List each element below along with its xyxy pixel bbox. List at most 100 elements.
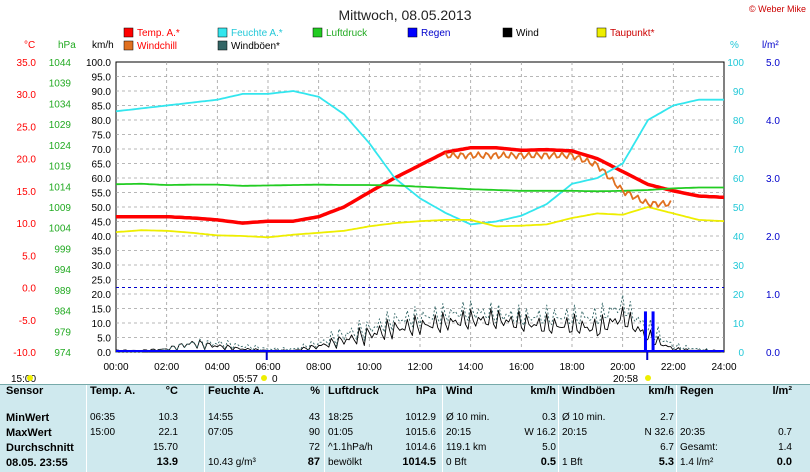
series-line-temp-a	[116, 145, 725, 225]
tick-label-pressure: 994	[54, 265, 71, 276]
tick-label-temp: 35.0	[17, 58, 37, 69]
cell-value-press: 1014.6	[405, 442, 436, 453]
sunrise-icon	[261, 375, 267, 381]
cell-time-press: 18:25	[328, 412, 354, 423]
legend-label: Windböen*	[231, 41, 280, 52]
tick-label-temp: 15.0	[17, 187, 37, 198]
tick-label-humidity: 40	[733, 232, 745, 243]
tick-label-pressure: 989	[54, 286, 71, 297]
tick-label-temp: 5.0	[22, 251, 36, 262]
x-tick-label: 12:00	[407, 362, 432, 373]
sunset-label: 20:58	[613, 374, 638, 384]
x-tick-label: 10:00	[357, 362, 382, 373]
col-header-press: Luftdruck	[328, 385, 379, 397]
sunset-icon	[645, 375, 651, 381]
cell-last-label-wind: 0 Bft	[446, 457, 467, 468]
cell-last-value-humid: 87	[307, 456, 320, 468]
axis-unit-pressure: hPa	[58, 40, 76, 51]
col-header-humid: Feuchte A.	[208, 385, 264, 397]
cell-last-label-press: bewölkt	[328, 457, 362, 468]
tick-label-wind: 30.0	[92, 261, 112, 272]
tick-label-wind: 50.0	[92, 203, 112, 214]
col-unit-humid: %	[310, 385, 320, 397]
tick-label-temp: 20.0	[17, 155, 37, 166]
col-unit-rain: l/m²	[772, 385, 792, 397]
cell-time-gust: Ø 10 min.	[562, 412, 606, 423]
col-header-gust: Windböen	[562, 385, 616, 397]
cell-last-value-press: 1014.5	[402, 456, 436, 468]
rain-bar	[643, 311, 647, 352]
tick-label-wind: 35.0	[92, 247, 112, 258]
legend-label: Regen	[421, 28, 450, 39]
tick-label-pressure: 1039	[49, 79, 72, 90]
tick-label-humidity: 10	[733, 319, 745, 330]
tick-label-temp: 0.0	[22, 284, 36, 295]
cell-last-value-temp: 13.9	[156, 456, 178, 468]
x-tick-label: 22:00	[661, 362, 686, 373]
sunrise-label: 05:57	[233, 374, 258, 384]
cell-last-value-gust: 5.3	[658, 456, 674, 468]
legend-swatch	[123, 27, 134, 38]
tick-label-wind: 0.0	[97, 348, 111, 359]
cell-last-label-humid: 10.43 g/m³	[208, 457, 256, 468]
tick-label-temp: 30.0	[17, 90, 37, 101]
legend-swatch	[123, 40, 134, 51]
series-line-feuchte-a	[115, 90, 724, 226]
axis-unit-wind: km/h	[92, 40, 114, 51]
cell-value-press: 1012.9	[405, 412, 436, 423]
legend-label: Feuchte A.*	[231, 28, 283, 39]
tick-label-rain: 5.0	[766, 58, 780, 69]
tick-label-wind: 75.0	[92, 131, 112, 142]
legend-label: Temp. A.*	[137, 28, 180, 39]
cell-value-wind: 5.0	[542, 442, 556, 453]
table-column-temp	[86, 385, 87, 472]
table-column-press	[324, 385, 325, 472]
tick-label-wind: 55.0	[92, 189, 112, 200]
table-column-humid	[204, 385, 205, 472]
sun-icon	[27, 375, 33, 381]
tick-label-temp: -10.0	[13, 348, 36, 359]
tick-label-wind: 45.0	[92, 218, 112, 229]
cell-time-wind: Ø 10 min.	[446, 412, 490, 423]
x-tick-label: 20:00	[610, 362, 635, 373]
x-tick-label: 00:00	[103, 362, 128, 373]
cell-last-value-rain: 0.0	[776, 456, 792, 468]
weather-chart: °C 35.0 30.0 25.0 20.0 15.0 10.0 5.0 0.0 -5.0 -10.…	[11, 4, 806, 384]
cell-time-wind: 119.1 km	[446, 442, 487, 453]
tick-label-pressure: 1029	[49, 120, 72, 131]
tick-label-wind: 25.0	[92, 276, 112, 287]
col-unit-wind: km/h	[530, 385, 556, 397]
x-tick-label: 14:00	[458, 362, 483, 373]
tick-label-humidity: 90	[733, 87, 745, 98]
cell-time-wind: 20:15	[446, 427, 472, 438]
cell-value-rain: 0.7	[778, 427, 792, 438]
legend-label: Luftdruck	[326, 28, 368, 39]
col-header-temp: Temp. A.	[90, 385, 136, 397]
col-unit-press: hPa	[415, 385, 436, 397]
tick-label-pressure: 1014	[49, 182, 72, 193]
x-tick-label: 08:00	[306, 362, 331, 373]
tick-label-humidity: 30	[733, 261, 745, 272]
sensor-header: Sensor	[6, 385, 44, 397]
cell-value-gust: 2.7	[660, 412, 674, 423]
cell-value-humid: 43	[308, 412, 320, 423]
x-tick-label: 16:00	[509, 362, 534, 373]
sensor-row-label: Durchschnitt	[6, 442, 74, 454]
x-tick-label: 24:00	[711, 362, 736, 373]
tick-label-pressure: 1004	[49, 224, 72, 235]
tick-label-temp: 25.0	[17, 122, 37, 133]
left-time-marker: 15:00	[11, 374, 36, 384]
col-unit-temp: °C	[165, 385, 178, 397]
tick-label-wind: 100.0	[86, 58, 111, 69]
statistics-table: Sensor MinWert MaxWert Durchschnitt 08.05. 2…	[0, 384, 810, 472]
cell-last-label-gust: 1 Bft	[562, 457, 583, 468]
tick-label-temp: -5.0	[19, 316, 37, 327]
rain-bar	[651, 311, 655, 352]
cell-value-humid: 90	[308, 427, 320, 438]
tick-label-wind: 85.0	[92, 102, 112, 113]
series-line-windchill	[444, 151, 672, 208]
legend-swatch	[407, 27, 418, 38]
tick-label-pressure: 1034	[49, 99, 72, 110]
legend-swatch	[312, 27, 323, 38]
cell-time-gust: 20:15	[562, 427, 588, 438]
